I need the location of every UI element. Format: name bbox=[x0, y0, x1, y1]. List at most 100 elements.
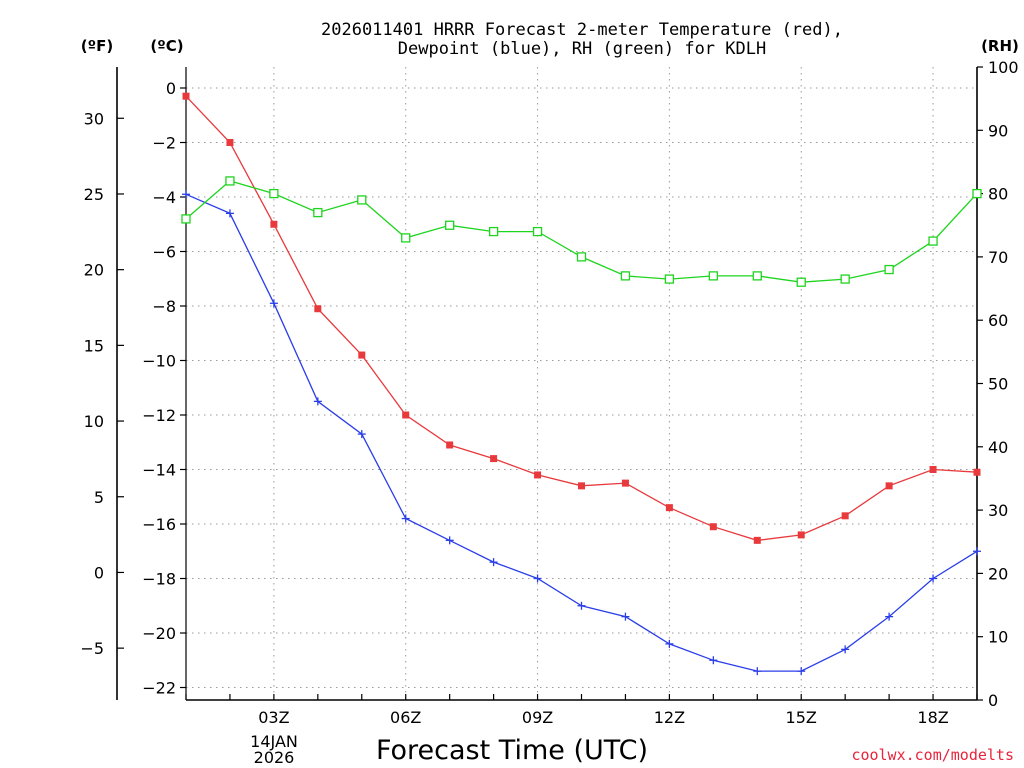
hour-tick-label: 03Z bbox=[258, 708, 289, 727]
rh-tick-label: 30 bbox=[988, 501, 1008, 520]
rh-tick-label: 20 bbox=[988, 564, 1008, 583]
dewpoint-point bbox=[841, 645, 850, 654]
2-meter-temperature-point bbox=[797, 531, 805, 539]
2-meter-temperature-point bbox=[314, 305, 322, 313]
fahrenheit-tick-label: 15 bbox=[84, 336, 104, 355]
hour-tick-label: 09Z bbox=[522, 708, 553, 727]
relative-humidity-point bbox=[225, 176, 235, 186]
site-credit: coolwx.com/modelts bbox=[851, 746, 1014, 764]
rh-tick-label: 80 bbox=[988, 185, 1008, 204]
2-meter-temperature-point bbox=[446, 441, 454, 449]
dewpoint-line bbox=[185, 193, 978, 672]
celsius-unit-label: (ºC) bbox=[150, 37, 183, 55]
celsius-tick-label: −16 bbox=[142, 515, 176, 534]
rh-tick-label: 10 bbox=[988, 628, 1008, 647]
2-meter-temperature-point bbox=[490, 455, 498, 463]
dewpoint-point bbox=[533, 574, 542, 583]
celsius-tick-label: −20 bbox=[142, 624, 176, 643]
2-meter-temperature-point bbox=[182, 92, 190, 100]
dewpoint-point bbox=[753, 667, 762, 676]
celsius-tick-label: −14 bbox=[142, 461, 176, 480]
fahrenheit-tick-label: 5 bbox=[94, 488, 104, 507]
celsius-tick-label: −6 bbox=[152, 243, 176, 262]
celsius-tick-label: −18 bbox=[142, 570, 176, 589]
dewpoint-point bbox=[929, 574, 938, 583]
relative-humidity-point bbox=[401, 233, 411, 243]
2-meter-temperature-point bbox=[534, 471, 542, 479]
relative-humidity-point bbox=[840, 274, 850, 284]
2-meter-temperature-point bbox=[402, 411, 410, 419]
dewpoint-point bbox=[621, 612, 630, 621]
2-meter-temperature-point bbox=[885, 482, 893, 490]
relative-humidity-point bbox=[488, 226, 499, 237]
fahrenheit-tick-label: 30 bbox=[84, 109, 104, 128]
2-meter-temperature-point bbox=[226, 139, 234, 146]
celsius-tick-label: −8 bbox=[152, 297, 176, 316]
date-label-day: 14JAN bbox=[250, 732, 298, 751]
dewpoint-point bbox=[445, 536, 454, 545]
dewpoint-point bbox=[489, 558, 498, 567]
dewpoint-point bbox=[313, 397, 322, 406]
fahrenheit-unit-label: (ºF) bbox=[81, 37, 113, 55]
dewpoint-point bbox=[401, 514, 410, 523]
fahrenheit-tick-label: 0 bbox=[94, 563, 104, 582]
relative-humidity-line bbox=[185, 180, 978, 283]
2-meter-temperature-point bbox=[753, 536, 761, 544]
relative-humidity-point bbox=[445, 220, 455, 230]
2-meter-temperature-point bbox=[358, 351, 366, 359]
relative-humidity-point bbox=[884, 264, 894, 275]
rh-tick-label: 60 bbox=[988, 311, 1008, 330]
celsius-tick-label: −22 bbox=[142, 679, 176, 698]
hour-tick-label: 15Z bbox=[786, 708, 817, 727]
2-meter-temperature-point bbox=[973, 468, 981, 476]
relative-humidity-point bbox=[664, 274, 675, 284]
relative-humidity-point bbox=[620, 271, 631, 281]
fahrenheit-tick-label: −5 bbox=[80, 639, 104, 658]
dewpoint-point bbox=[973, 547, 981, 556]
rh-tick-label: 0 bbox=[988, 691, 998, 710]
relative-humidity-point bbox=[972, 188, 982, 199]
dewpoint-point bbox=[885, 612, 894, 621]
2-meter-temperature-point bbox=[929, 466, 937, 473]
relative-humidity-point bbox=[269, 188, 279, 199]
dewpoint-point bbox=[577, 601, 586, 610]
2-meter-temperature-point bbox=[270, 220, 278, 228]
2-meter-temperature-point bbox=[841, 512, 849, 520]
fahrenheit-tick-label: 25 bbox=[84, 185, 104, 204]
dewpoint-point bbox=[709, 656, 718, 665]
relative-humidity-point bbox=[928, 236, 938, 246]
2-meter-temperature-point bbox=[578, 482, 585, 490]
relative-humidity-point bbox=[357, 195, 367, 205]
dewpoint-point bbox=[357, 430, 366, 439]
rh-tick-label: 50 bbox=[988, 375, 1008, 394]
relative-humidity-point bbox=[708, 271, 718, 281]
rh-tick-label: 90 bbox=[988, 121, 1008, 140]
rh-tick-label: 70 bbox=[988, 248, 1008, 267]
hour-tick-label: 18Z bbox=[917, 708, 948, 727]
relative-humidity-point bbox=[576, 252, 587, 262]
celsius-tick-label: −4 bbox=[152, 188, 176, 207]
celsius-tick-label: −10 bbox=[142, 352, 176, 371]
2-meter-temperature-point bbox=[709, 523, 717, 531]
chart-title-line1: 2026011401 HRRR Forecast 2-meter Tempera… bbox=[321, 20, 843, 40]
rh-tick-label: 100 bbox=[988, 58, 1019, 77]
dewpoint-point bbox=[225, 209, 234, 218]
celsius-tick-label: −12 bbox=[142, 406, 176, 425]
2-meter-temperature-point bbox=[621, 479, 629, 487]
axis-ticks: 0 −2 −4 −6 −8 −10 −12 −14 −16 −18 −20 −22 30 25 20 15 10… bbox=[80, 58, 1018, 727]
relative-humidity-point bbox=[796, 277, 806, 287]
2-meter-temperature-point bbox=[665, 504, 673, 512]
celsius-tick-label: −2 bbox=[152, 134, 176, 153]
rh-unit-label: (RH) bbox=[981, 37, 1019, 55]
plot-frame bbox=[116, 67, 978, 701]
hour-tick-label: 06Z bbox=[390, 708, 421, 727]
hour-tick-label: 12Z bbox=[654, 708, 685, 727]
2-meter-temperature-line bbox=[185, 95, 978, 542]
fahrenheit-tick-label: 10 bbox=[84, 412, 104, 431]
dewpoint-point bbox=[665, 639, 674, 648]
fahrenheit-tick-label: 20 bbox=[84, 261, 104, 280]
rh-tick-label: 40 bbox=[988, 438, 1008, 457]
date-label-year: 2026 bbox=[254, 748, 295, 767]
data-series bbox=[181, 92, 982, 676]
relative-humidity-point bbox=[752, 271, 762, 281]
